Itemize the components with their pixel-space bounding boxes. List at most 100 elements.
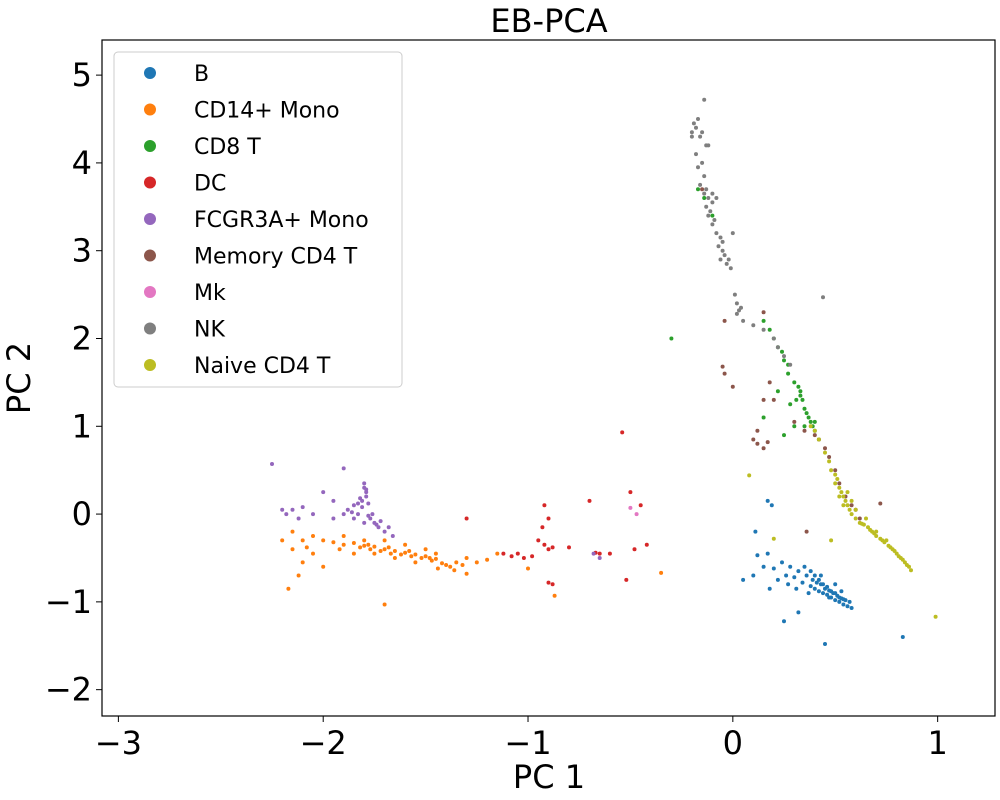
data-point	[628, 490, 633, 495]
data-point	[896, 554, 901, 559]
data-point	[761, 415, 766, 420]
data-point	[321, 538, 326, 543]
x-tick-label: 0	[723, 724, 743, 762]
data-point	[698, 182, 703, 187]
data-point	[892, 549, 897, 553]
data-point	[349, 510, 354, 515]
data-point	[845, 604, 850, 609]
data-point	[741, 577, 746, 582]
data-point	[290, 529, 295, 534]
y-tick-label: −2	[45, 671, 92, 709]
data-point	[788, 402, 793, 407]
data-point	[816, 437, 821, 442]
legend-label: B	[194, 62, 209, 87]
data-point	[382, 547, 387, 552]
data-point	[659, 570, 664, 575]
data-point	[433, 556, 438, 561]
data-point	[702, 174, 707, 179]
data-point	[286, 586, 291, 591]
data-point	[358, 545, 363, 550]
data-point	[755, 428, 760, 433]
data-point	[386, 525, 391, 530]
data-point	[550, 582, 555, 587]
data-point	[841, 494, 846, 499]
data-point	[816, 577, 821, 582]
data-point	[351, 541, 356, 545]
data-point	[788, 362, 793, 367]
data-point	[841, 503, 846, 508]
data-point	[718, 235, 723, 240]
data-point	[782, 358, 786, 363]
data-point	[311, 512, 315, 517]
y-tick-label: 1	[72, 407, 92, 445]
data-point	[300, 560, 305, 565]
data-point	[669, 336, 674, 341]
data-point	[761, 397, 766, 402]
data-point	[880, 538, 885, 543]
data-point	[775, 345, 780, 350]
data-point	[435, 566, 440, 571]
data-point	[509, 554, 514, 559]
legend-label: Naive CD4 T	[194, 354, 331, 379]
data-point	[782, 354, 786, 359]
legend-marker	[144, 286, 156, 298]
data-point	[833, 472, 838, 477]
data-point	[390, 534, 395, 538]
data-point	[849, 512, 854, 517]
data-point	[392, 556, 397, 560]
data-point	[837, 599, 842, 604]
data-point	[909, 568, 913, 573]
data-point	[823, 446, 827, 451]
series-dc	[464, 430, 649, 587]
data-point	[716, 244, 721, 249]
data-point	[761, 318, 766, 323]
data-point	[878, 501, 883, 506]
data-point	[337, 547, 342, 552]
data-point	[409, 554, 414, 559]
data-point	[550, 545, 555, 550]
data-point	[816, 589, 821, 594]
data-point	[290, 507, 295, 512]
data-point	[734, 301, 739, 306]
data-point	[771, 566, 776, 571]
data-point	[798, 389, 803, 394]
chart-title: EB-PCA	[490, 2, 607, 40]
data-point	[821, 591, 825, 596]
data-point	[624, 577, 629, 582]
data-point	[802, 406, 807, 411]
data-point	[818, 573, 823, 578]
data-point	[833, 591, 838, 596]
data-point	[300, 538, 305, 543]
data-point	[741, 318, 746, 323]
data-point	[515, 551, 520, 556]
data-point	[786, 582, 791, 587]
data-point	[546, 516, 551, 521]
data-point	[280, 507, 285, 512]
data-point	[351, 503, 356, 508]
data-point	[331, 498, 336, 503]
data-point	[433, 551, 438, 556]
data-point	[392, 549, 397, 553]
data-point	[700, 130, 705, 135]
data-point	[765, 551, 770, 556]
data-point	[694, 152, 698, 157]
data-point	[423, 554, 428, 559]
data-point	[694, 125, 698, 130]
data-point	[704, 204, 709, 209]
data-point	[644, 542, 649, 547]
data-point	[786, 371, 791, 376]
data-point	[884, 538, 889, 543]
data-point	[378, 549, 383, 553]
data-point	[290, 547, 295, 552]
data-point	[849, 498, 854, 503]
data-point	[366, 542, 371, 547]
data-point	[474, 560, 479, 565]
data-point	[771, 397, 776, 402]
y-axis-label: PC 2	[0, 342, 38, 414]
data-point	[296, 516, 301, 521]
data-point	[812, 419, 817, 424]
data-point	[280, 538, 285, 543]
data-point	[382, 529, 387, 534]
y-tick-label: 3	[72, 232, 92, 270]
data-point	[864, 516, 868, 521]
